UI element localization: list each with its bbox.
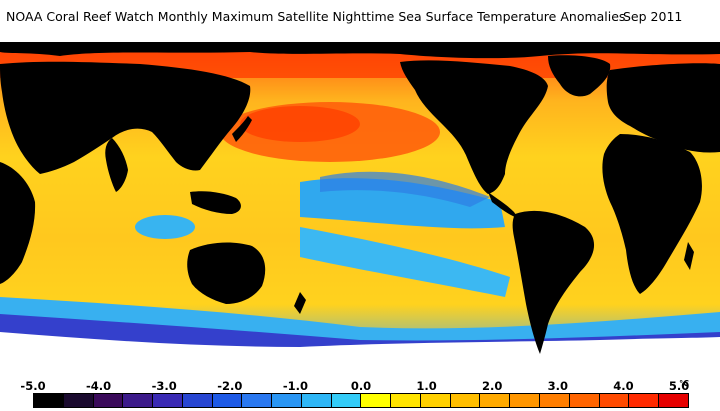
- colorbar-swatch: [361, 394, 392, 407]
- colorbar-unit: °C: [679, 379, 689, 388]
- colorbar-swatch: [331, 394, 362, 407]
- colorbar-label: 1.0: [416, 379, 437, 393]
- new-zealand: [294, 292, 306, 314]
- title-date: Sep 2011: [623, 9, 683, 24]
- colorbar-swatch: [540, 394, 570, 407]
- central-america: [488, 192, 518, 218]
- colorbar-swatch: [599, 394, 630, 407]
- colorbar-swatch: [301, 394, 332, 407]
- colorbar-swatch: [272, 394, 302, 407]
- indian-subcontinent: [105, 138, 128, 192]
- colorbar-label: 4.0: [613, 379, 634, 393]
- colorbar-swatch: [450, 394, 481, 407]
- colorbar-swatch: [420, 394, 451, 407]
- colorbar: [33, 393, 689, 408]
- eurasia: [606, 63, 720, 153]
- indian-ocean-cool-patch: [135, 215, 195, 239]
- colorbar-label: -2.0: [217, 379, 243, 393]
- arctic-land: [0, 42, 720, 59]
- colorbar-swatch: [480, 394, 511, 407]
- madagascar: [684, 242, 694, 270]
- north-equatorial-cool-band: [320, 171, 490, 207]
- colorbar-swatch: [629, 394, 660, 407]
- japan: [232, 116, 252, 142]
- sst-anomaly-map: [0, 42, 720, 370]
- colorbar-swatch: [212, 394, 243, 407]
- south-pacific-cool-band: [300, 227, 510, 297]
- colorbar-label: -4.0: [86, 379, 112, 393]
- colorbar-label: -1.0: [282, 379, 308, 393]
- colorbar-label: 2.0: [482, 379, 503, 393]
- colorbar-label: 3.0: [547, 379, 568, 393]
- colorbar-label: -3.0: [151, 379, 177, 393]
- title-text: NOAA Coral Reef Watch Monthly Maximum Sa…: [6, 9, 626, 24]
- asia-west: [0, 61, 251, 174]
- north-america: [400, 60, 548, 195]
- colorbar-swatch: [93, 394, 124, 407]
- north-pacific-warm-core: [240, 106, 360, 142]
- colorbar-label: -5.0: [20, 379, 46, 393]
- colorbar-swatch: [123, 394, 154, 407]
- colorbar-swatch: [510, 394, 541, 407]
- colorbar-swatch: [391, 394, 421, 407]
- colorbar-swatch: [34, 394, 64, 407]
- land-masses: [0, 42, 720, 354]
- colorbar-labels: -5.0 -4.0 -3.0 -2.0 -1.0 0.0 1.0 2.0 3.0…: [0, 379, 720, 393]
- africa-east-coast-left: [0, 162, 36, 284]
- colorbar-swatch: [569, 394, 600, 407]
- colorbar-label: 5.0: [668, 379, 690, 393]
- greenland: [548, 55, 611, 97]
- colorbar-label: 0.0: [350, 379, 372, 393]
- colorbar-swatch: [63, 394, 94, 407]
- australia: [187, 242, 266, 304]
- colorbar-label-max: 5.0 °C: [669, 379, 689, 394]
- colorbar-swatch: [182, 394, 213, 407]
- colorbar-swatch: [242, 394, 273, 407]
- colorbar-swatch: [153, 394, 183, 407]
- south-america: [512, 210, 595, 354]
- africa: [602, 134, 702, 294]
- maritime-continent: [190, 191, 241, 214]
- colorbar-swatch: [659, 394, 688, 407]
